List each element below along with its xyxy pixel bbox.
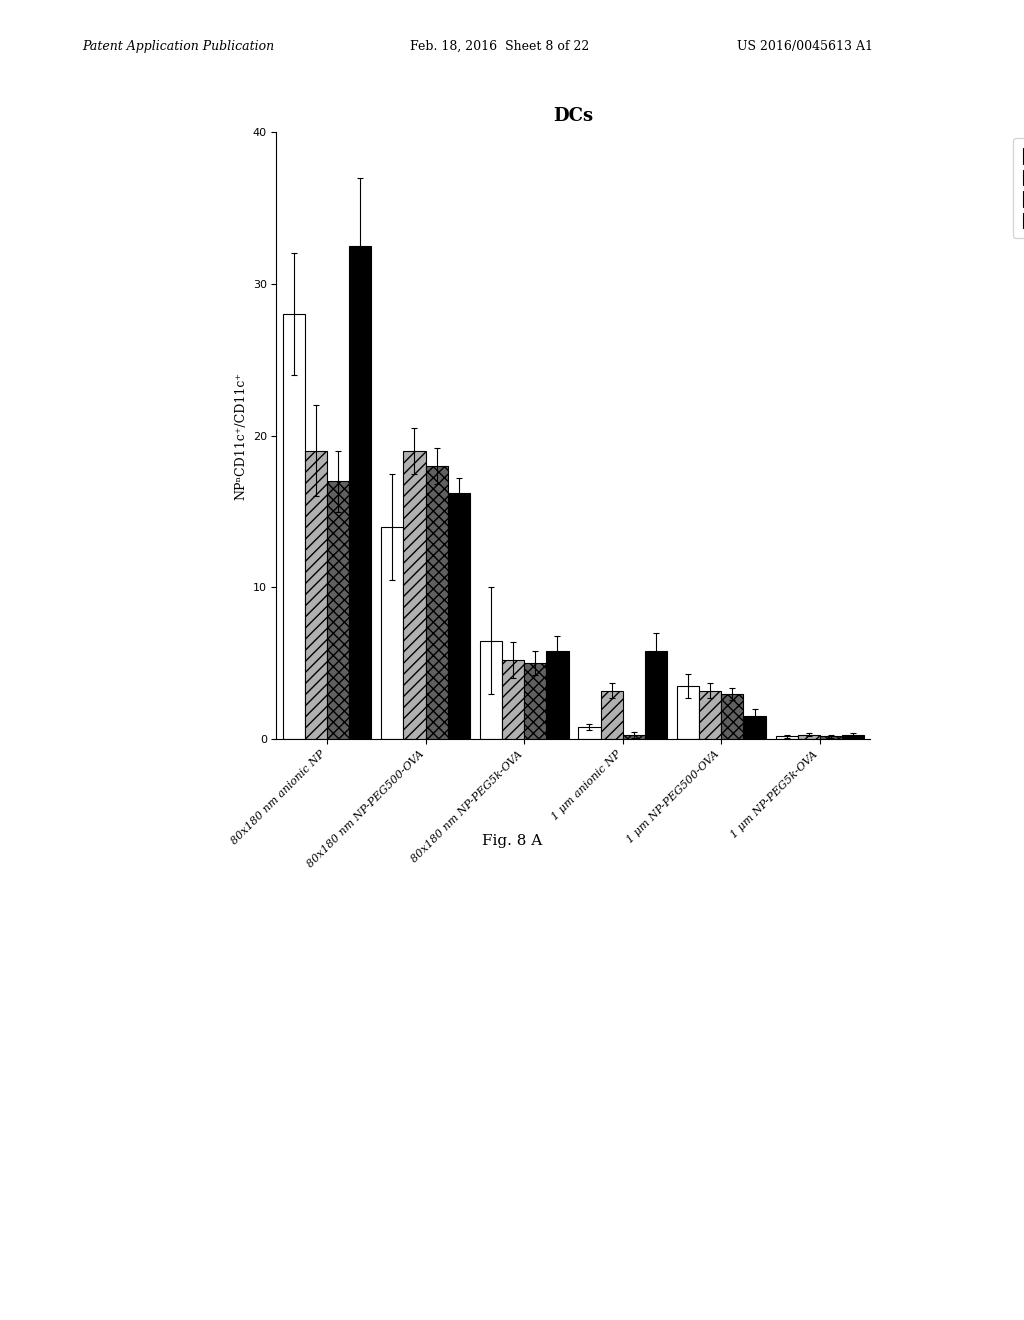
Bar bbox=[820, 737, 842, 739]
Bar bbox=[447, 494, 470, 739]
Y-axis label: NPⁿCD11c⁺/CD11c⁺: NPⁿCD11c⁺/CD11c⁺ bbox=[234, 372, 247, 499]
Bar bbox=[547, 651, 568, 739]
Bar bbox=[600, 690, 623, 739]
Text: Fig. 8 A: Fig. 8 A bbox=[482, 834, 542, 847]
Bar bbox=[524, 664, 547, 739]
Bar bbox=[677, 686, 699, 739]
Bar bbox=[623, 735, 645, 739]
Text: US 2016/0045613 A1: US 2016/0045613 A1 bbox=[737, 40, 873, 53]
Bar bbox=[699, 690, 721, 739]
Text: Feb. 18, 2016  Sheet 8 of 22: Feb. 18, 2016 Sheet 8 of 22 bbox=[410, 40, 589, 53]
Bar bbox=[327, 482, 349, 739]
Title: DCs: DCs bbox=[553, 107, 594, 125]
Bar bbox=[798, 735, 820, 739]
Bar bbox=[645, 651, 667, 739]
Bar bbox=[775, 737, 798, 739]
Bar bbox=[579, 727, 600, 739]
Bar bbox=[480, 640, 502, 739]
Legend: 2 h, 24 h, 48 h, 72 h: 2 h, 24 h, 48 h, 72 h bbox=[1014, 139, 1024, 238]
Bar bbox=[403, 451, 426, 739]
Bar bbox=[305, 451, 327, 739]
Bar bbox=[743, 717, 766, 739]
Bar bbox=[381, 527, 403, 739]
Bar bbox=[349, 246, 372, 739]
Bar bbox=[283, 314, 305, 739]
Bar bbox=[502, 660, 524, 739]
Bar bbox=[426, 466, 447, 739]
Bar bbox=[842, 735, 864, 739]
Bar bbox=[721, 694, 743, 739]
Text: Patent Application Publication: Patent Application Publication bbox=[82, 40, 274, 53]
